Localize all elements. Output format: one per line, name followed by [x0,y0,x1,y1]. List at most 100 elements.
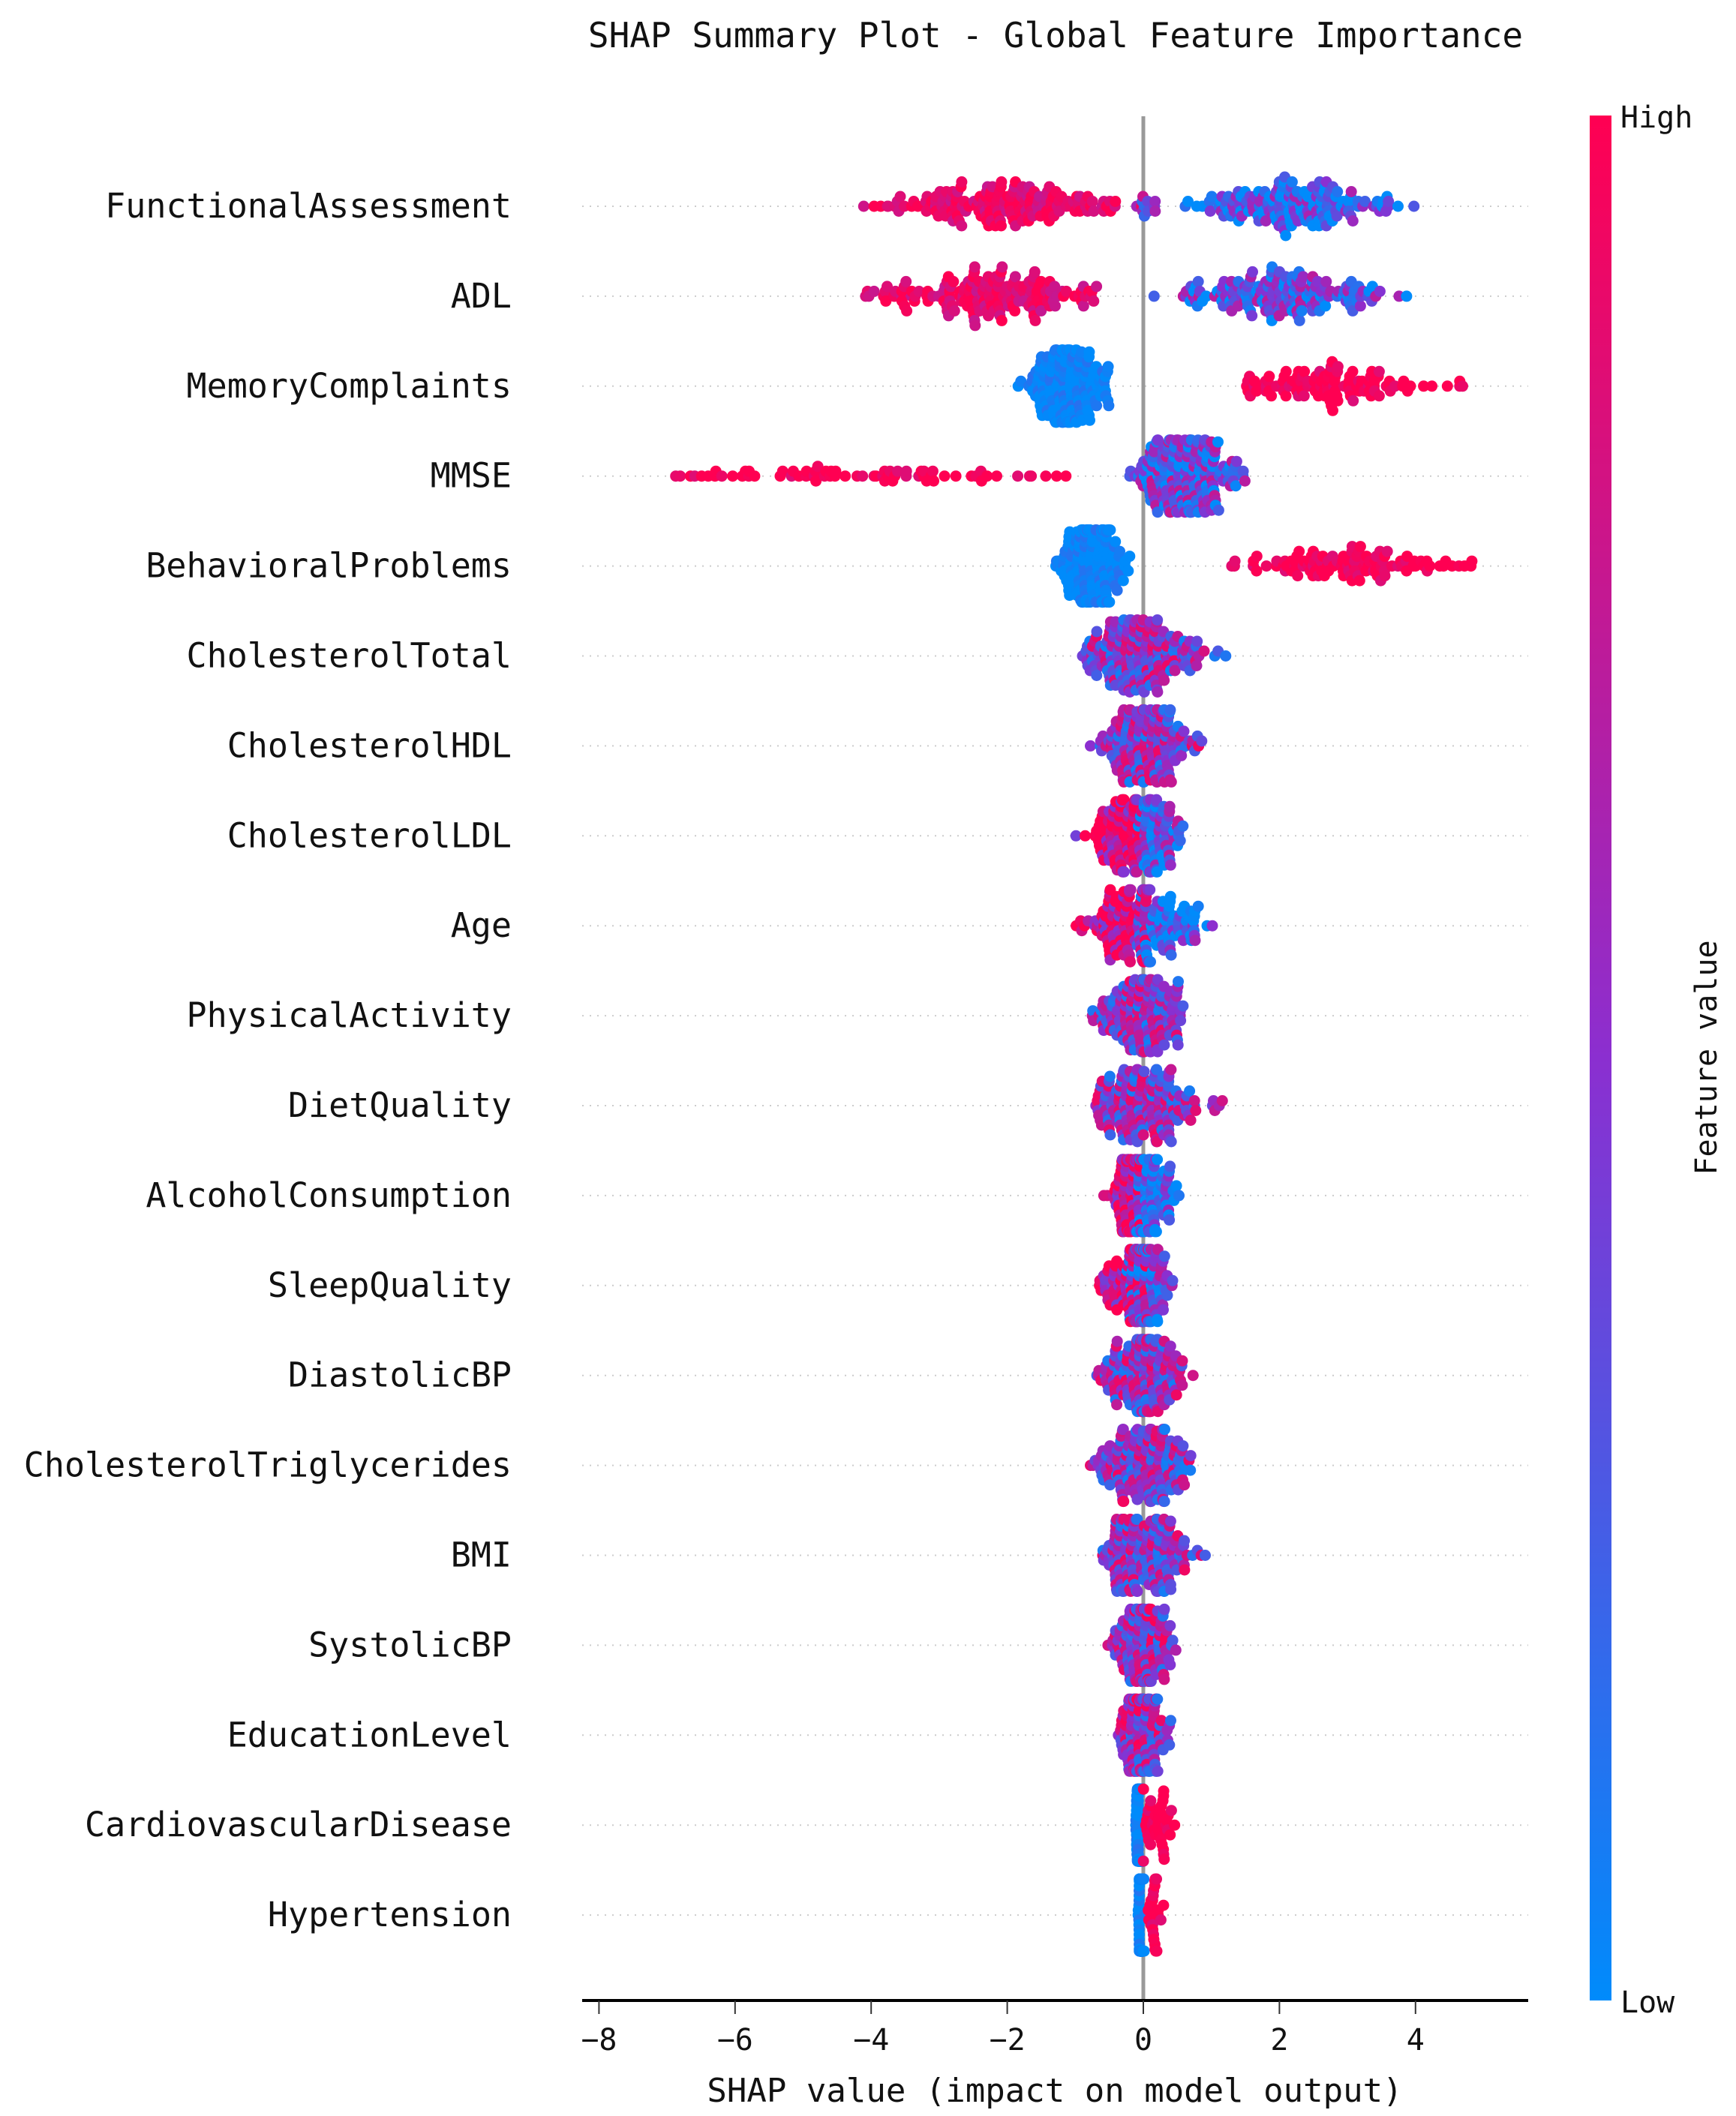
shap-dot [1164,1658,1176,1670]
shap-dot [1179,1479,1191,1491]
shap-dot [1179,1535,1191,1547]
shap-dot [981,470,993,482]
shap-dot [1424,560,1436,572]
shap-dot [1125,956,1136,968]
shap-dot [1327,404,1338,416]
colorbar [1590,116,1611,2000]
colorbar-title: Feature value [1689,940,1724,1175]
shap-dot [882,281,893,293]
shap-dot [1164,859,1176,871]
shap-dot [996,261,1008,273]
shap-dot [1149,206,1161,217]
feature-rows: FunctionalAssessment ADL MemoryComplaints M… [24,186,1528,1934]
shap-dot [716,470,728,482]
shap-dot [839,470,851,482]
chart-title: SHAP Summary Plot - Global Feature Impor… [588,15,1523,56]
shap-dot [749,470,761,482]
shap-dot [1401,290,1413,302]
shap-dot [1137,1855,1149,1867]
shap-dot [996,220,1007,232]
shap-dot [1198,645,1210,657]
shap-dot [1332,395,1344,407]
shap-dot [1152,1693,1164,1705]
feature-label: PhysicalActivity [187,995,512,1035]
shap-dot [1354,300,1366,312]
x-tick-label: −8 [581,2023,617,2057]
shap-dot [1379,570,1391,582]
shap-dot [1192,900,1204,912]
shap-dot [1164,1619,1176,1631]
shap-dot [1104,524,1116,536]
shap-dot [1392,200,1404,212]
shap-dot [1124,551,1136,563]
shap-dot [1125,884,1137,896]
shap-dot [956,176,968,188]
shap-dot [1137,1783,1149,1795]
shap-dot [776,465,788,477]
feature-label: SleepQuality [268,1265,512,1305]
shap-dot [1189,935,1201,947]
x-tick-label: 4 [1407,2023,1425,2057]
shap-dot [1206,191,1218,203]
shap-dot [1176,1379,1188,1391]
shap-dot [1280,365,1292,377]
shap-dot [1172,1039,1184,1051]
x-tick-label: 0 [1134,2023,1152,2057]
shap-dot [1077,300,1089,312]
shap-dot [991,470,1002,482]
feature-label: AlcoholConsumption [146,1175,512,1215]
shap-dot [1110,536,1122,548]
x-axis-ticks: −8 −6 −4 −2 0 2 4 [581,2000,1425,2057]
shap-dot [1185,1450,1197,1462]
feature-label: CholesterolTotal [187,636,512,676]
shap-dot [1083,346,1095,358]
shap-dot [1188,1095,1200,1106]
shap-dot [1155,1914,1167,1926]
shap-dot [1167,1274,1179,1286]
feature-label: Hypertension [268,1895,512,1934]
shap-dot [1230,480,1242,492]
shap-dot [1169,1819,1181,1831]
shap-dot [1035,275,1047,287]
shap-dot [1145,1838,1157,1850]
shap-dot [1131,1586,1143,1597]
shap-dot [1178,725,1190,737]
shap-dot [1191,660,1203,671]
shap-dot [1158,1603,1170,1615]
shap-dot [1152,1765,1164,1777]
shap-dot [674,470,686,482]
shap-dot [1138,1066,1150,1077]
shap-dot [1185,1464,1197,1476]
shap-dot [1177,1440,1189,1452]
shap-dot [939,470,951,482]
shap-dot [1373,390,1385,402]
shap-dot [1286,176,1298,188]
feature-label: MMSE [431,456,512,496]
feature-label: ADL [451,276,512,316]
shap-dot [1117,575,1129,587]
feature-label: CholesterolTriglycerides [24,1445,512,1485]
shap-dot [1080,830,1091,842]
shap-dot [1131,1514,1143,1525]
shap-dot [1151,866,1163,878]
shap-dot [1167,1634,1179,1646]
shap-dot [1086,196,1098,207]
shap-dot [996,176,1008,188]
shap-dot [1212,436,1224,448]
shap-dot [1170,1389,1182,1401]
shap-dot [1263,371,1275,383]
shap-dot [1009,271,1021,283]
shap-dot [857,470,869,482]
shap-dot [1035,305,1047,317]
shap-dot [1165,949,1177,961]
shap-dot [1138,1945,1150,1957]
shap-dot [1158,1853,1170,1865]
shap-dot [1389,380,1401,392]
shap-dot [948,275,960,287]
shap-dot [1331,210,1343,222]
shap-dot [1158,1673,1170,1685]
shap-dot [1280,390,1292,402]
shap-dot [1152,614,1164,626]
shap-dot [1345,186,1357,197]
shap-dot [1158,1250,1170,1262]
